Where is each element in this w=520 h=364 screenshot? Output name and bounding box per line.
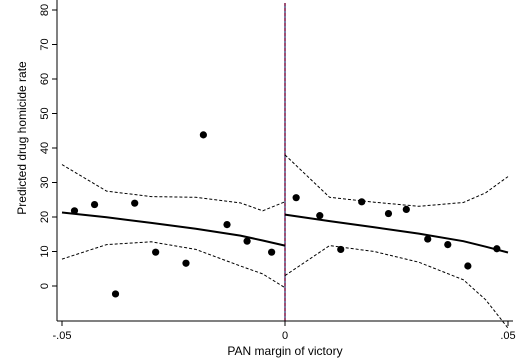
- data-point: [268, 248, 276, 256]
- ci-upper-right: [284, 154, 509, 207]
- data-point: [464, 262, 472, 270]
- x-tick-label: 0: [282, 330, 288, 342]
- data-point: [402, 205, 410, 214]
- data-point: [316, 212, 324, 220]
- y-tick-label: 10: [39, 245, 51, 257]
- fit-line-right: [284, 213, 509, 254]
- data-point: [292, 194, 300, 202]
- y-tick-label: 30: [39, 176, 51, 188]
- y-tick-label: 50: [39, 107, 51, 119]
- x-ticks: -.05 0 .05: [53, 321, 516, 342]
- y-ticks: 0 10 20 30 40 50 60 70 80: [39, 4, 57, 289]
- data-point: [493, 245, 501, 253]
- y-tick-label: 40: [39, 142, 51, 154]
- data-point: [243, 237, 251, 245]
- plot-area: [61, 3, 509, 329]
- y-tick-label: 60: [39, 73, 51, 85]
- x-tick-label: -.05: [53, 330, 72, 342]
- data-point: [337, 245, 345, 254]
- fit-line-left: [61, 211, 286, 247]
- data-point: [199, 131, 207, 139]
- data-point: [90, 200, 99, 209]
- data-point: [358, 198, 366, 206]
- data-point: [424, 235, 432, 243]
- y-tick-label: 0: [39, 283, 51, 289]
- data-point: [182, 259, 190, 267]
- data-point: [152, 248, 160, 256]
- ci-lower-left: [61, 241, 286, 289]
- x-axis-title: PAN margin of victory: [227, 344, 342, 358]
- y-tick-label: 20: [39, 211, 51, 223]
- data-point: [223, 220, 231, 229]
- y-tick-label: 70: [39, 38, 51, 50]
- ci-upper-left: [61, 164, 286, 212]
- data-point: [444, 241, 452, 249]
- data-point: [70, 207, 79, 215]
- ci-lower-right: [284, 245, 509, 329]
- y-tick-label: 80: [39, 4, 51, 16]
- data-point: [111, 290, 120, 298]
- y-axis-title: Predicted drug homicide rate: [15, 61, 29, 215]
- data-point: [131, 199, 139, 207]
- x-tick-label: .05: [500, 330, 515, 342]
- data-point: [384, 209, 393, 218]
